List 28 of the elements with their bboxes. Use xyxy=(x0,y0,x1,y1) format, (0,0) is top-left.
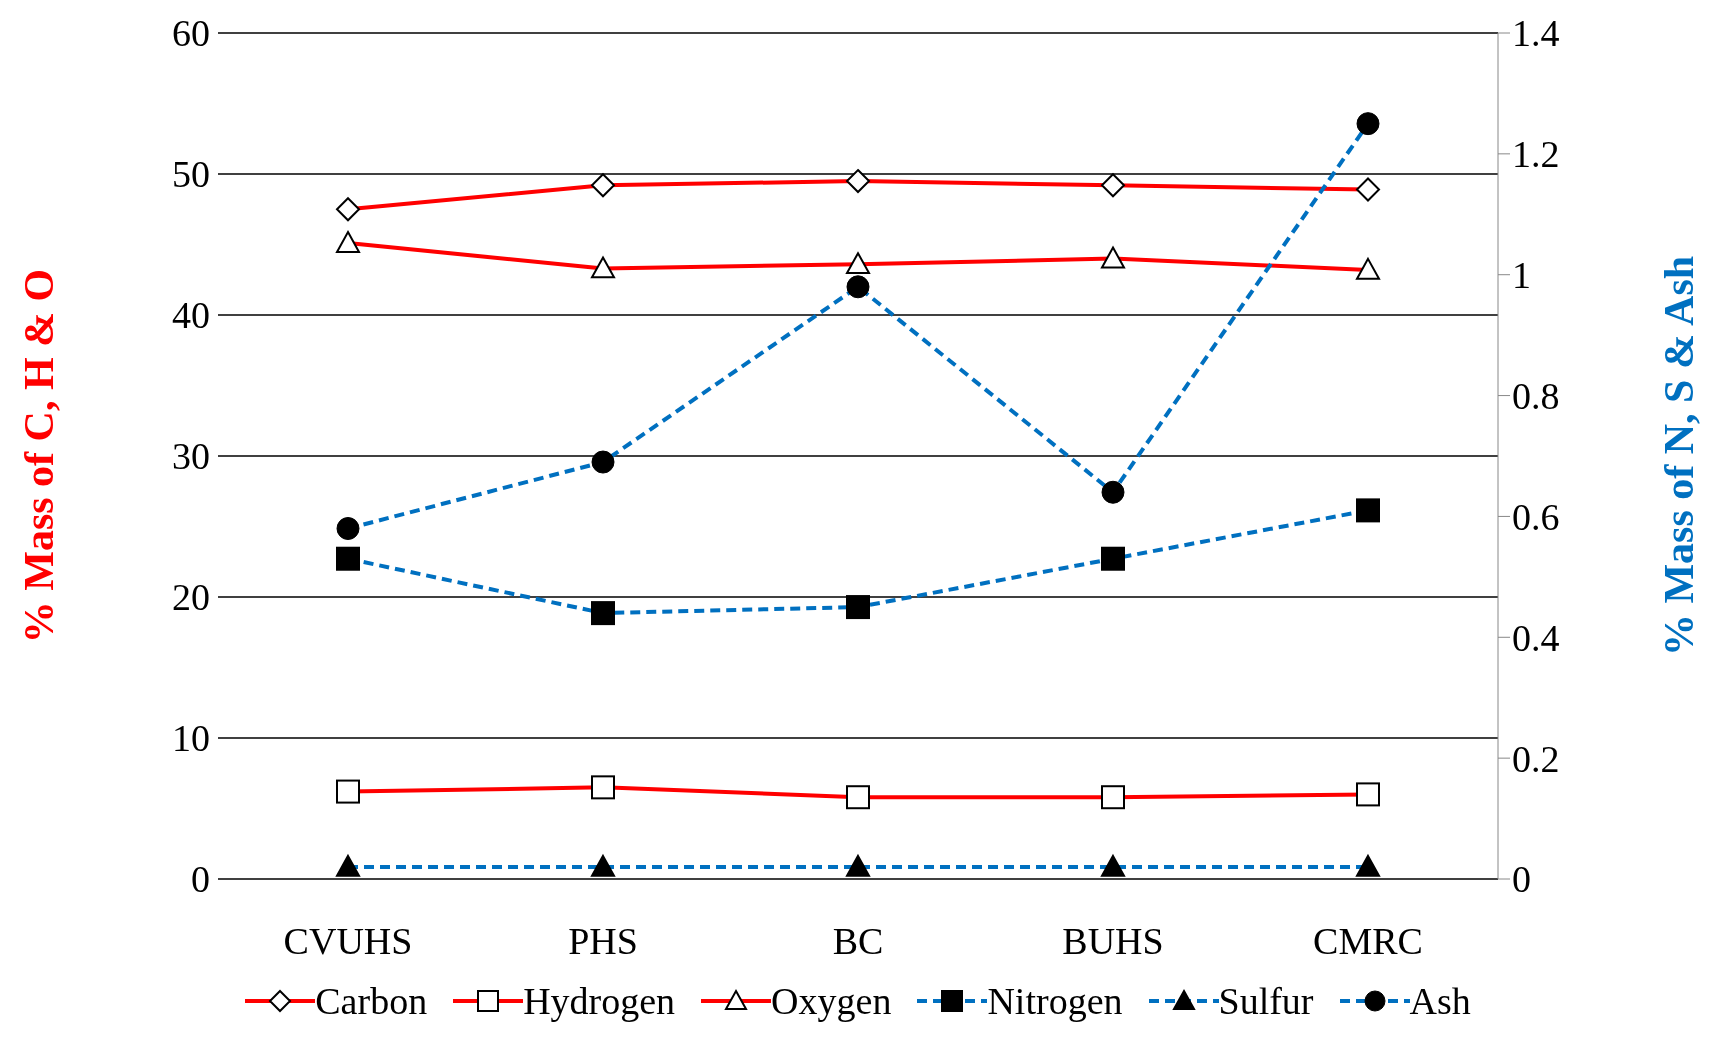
x-tick-label: PHS xyxy=(568,919,638,962)
y-axis-title: % Mass of C, H & O xyxy=(15,268,62,644)
legend-label: Nitrogen xyxy=(987,979,1123,1023)
y-tick-label: 0 xyxy=(191,858,210,901)
x-tick-label: BUHS xyxy=(1062,919,1164,962)
y2-tick-label: 0 xyxy=(1512,858,1531,901)
y2-tick-label: 0.6 xyxy=(1512,495,1560,538)
legend-label: Carbon xyxy=(315,979,428,1023)
y2-tick-label: 0.4 xyxy=(1512,616,1560,659)
x-tick-label: CMRC xyxy=(1313,919,1423,962)
y2-tick-label: 0.8 xyxy=(1512,375,1560,418)
y2-axis-title: % Mass of N, S & Ash xyxy=(1655,255,1702,657)
legend-label: Ash xyxy=(1409,979,1471,1023)
legend-label: Sulfur xyxy=(1218,979,1314,1023)
legend-label: Hydrogen xyxy=(523,979,676,1023)
legend-label: Oxygen xyxy=(771,979,892,1023)
x-tick-label: BC xyxy=(832,919,884,962)
y2-tick-label: 0.2 xyxy=(1512,737,1560,780)
y-tick-label: 40 xyxy=(172,294,210,337)
x-tick-label: CVUHS xyxy=(283,919,413,962)
y2-tick-label: 1.4 xyxy=(1512,12,1560,55)
y-tick-label: 60 xyxy=(172,12,210,55)
y-tick-label: 10 xyxy=(172,717,210,760)
y-tick-label: 20 xyxy=(172,576,210,619)
y-tick-label: 50 xyxy=(172,153,210,196)
y2-tick-label: 1 xyxy=(1512,254,1531,297)
y-tick-label: 30 xyxy=(172,435,210,478)
y2-tick-label: 1.2 xyxy=(1512,133,1560,176)
